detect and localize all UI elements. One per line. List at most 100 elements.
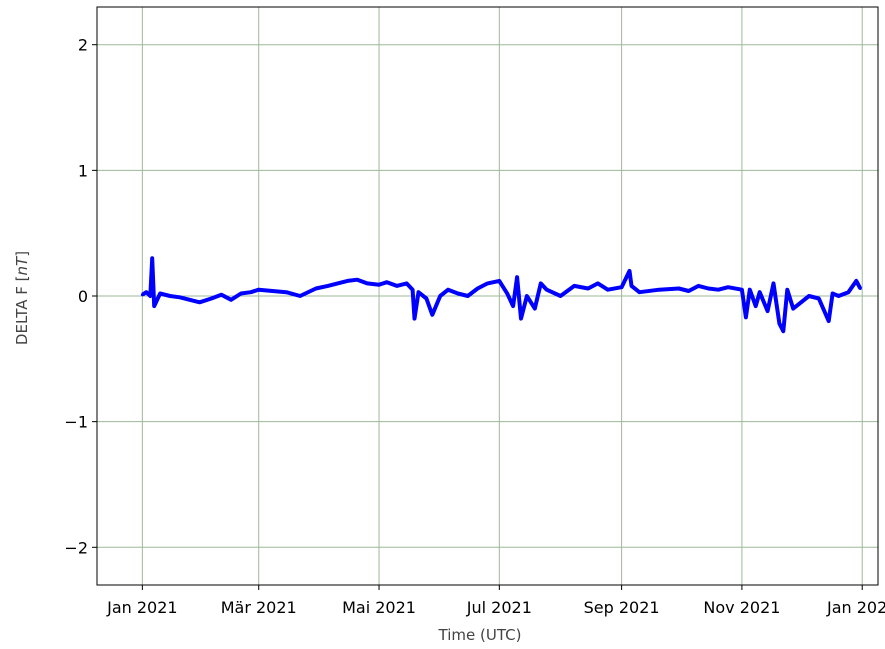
data-point (539, 281, 543, 285)
data-point (168, 294, 172, 298)
y-axis-title-unit: nT (13, 255, 31, 276)
data-point (271, 289, 274, 293)
data-point (198, 300, 202, 304)
data-point (314, 287, 318, 290)
data-point (446, 288, 450, 292)
data-point (677, 287, 681, 290)
y-axis: 2 1 0 −1 −2 (64, 36, 97, 557)
data-point (525, 294, 529, 298)
x-tick-label: Jan 2021 (106, 598, 177, 617)
data-point (257, 288, 261, 292)
data-point (365, 281, 369, 285)
data-point (748, 288, 752, 292)
data-point (807, 294, 811, 298)
data-point (405, 281, 409, 285)
data-point (298, 294, 302, 298)
data-point (209, 297, 213, 300)
data-point (229, 298, 233, 302)
data-point (758, 290, 762, 294)
data-point (606, 288, 610, 292)
y-axis-title: DELTA F [nT] (13, 251, 31, 345)
data-point (497, 279, 501, 283)
data-point (777, 322, 781, 326)
data-point (150, 256, 154, 260)
data-point (781, 329, 785, 333)
data-point (726, 285, 730, 289)
y-axis-title-suffix: ] (13, 251, 31, 257)
y-tick-label: 1 (78, 161, 88, 180)
x-tick-label: Nov 2021 (703, 598, 780, 617)
data-point (511, 304, 515, 308)
data-point (178, 295, 182, 299)
data-point (572, 284, 576, 288)
data-point (827, 319, 831, 323)
data-point (346, 279, 349, 283)
data-point (466, 294, 470, 298)
data-point (586, 287, 590, 290)
data-point (754, 304, 758, 308)
data-point (430, 313, 434, 317)
data-point (413, 317, 416, 321)
data-point (716, 288, 720, 292)
data-point (846, 290, 850, 294)
data-point (188, 298, 192, 302)
data-point (837, 294, 841, 298)
data-point (744, 315, 748, 319)
y-axis-title-prefix: DELTA F [ (13, 275, 31, 345)
series-layer (140, 256, 863, 334)
data-point (158, 292, 162, 295)
data-point (545, 288, 549, 292)
data-point (239, 292, 243, 295)
data-point (417, 290, 420, 294)
data-point (596, 281, 600, 285)
data-point (505, 292, 509, 295)
x-tick-label: Mär 2021 (221, 598, 297, 617)
data-point (395, 284, 399, 288)
y-tick-label: 2 (78, 36, 88, 55)
data-point (799, 300, 803, 304)
data-point (515, 275, 519, 279)
data-point (791, 307, 795, 311)
data-point (630, 284, 633, 288)
data-point (519, 317, 523, 321)
x-tick-label: Jul 2021 (466, 598, 532, 617)
data-point (144, 290, 148, 294)
data-point (148, 294, 152, 298)
data-point (411, 288, 415, 292)
data-point (559, 294, 562, 298)
data-point (486, 281, 489, 285)
data-point (766, 309, 770, 313)
data-point (706, 287, 710, 290)
data-point (817, 297, 821, 300)
data-point (438, 294, 442, 298)
data-point (385, 280, 389, 284)
data-point (456, 292, 460, 295)
data-point (533, 307, 537, 311)
data-point (697, 284, 700, 288)
y-tick-label: −1 (64, 413, 88, 432)
data-point (628, 269, 631, 273)
y-tick-label: 0 (78, 287, 88, 306)
data-point (620, 285, 624, 289)
y-tick-label: −2 (64, 538, 88, 557)
data-point (219, 293, 223, 297)
data-point (336, 281, 340, 285)
x-tick-label: Mai 2021 (342, 598, 416, 617)
data-point (326, 284, 330, 288)
x-axis: Jan 2021 Mär 2021 Mai 2021 Jul 2021 Sep 2021… (106, 585, 885, 617)
x-axis-title: Time (UTC) (438, 626, 522, 644)
data-point (687, 289, 691, 293)
data-point (152, 304, 156, 308)
data-point (858, 287, 862, 290)
data-point (637, 290, 641, 294)
data-point (854, 279, 858, 283)
x-tick-label: Sep 2021 (584, 598, 660, 617)
data-point (657, 288, 661, 292)
data-point (831, 292, 835, 295)
data-point (249, 290, 253, 294)
data-point (772, 281, 775, 285)
data-point (740, 288, 744, 292)
data-point (424, 297, 428, 300)
